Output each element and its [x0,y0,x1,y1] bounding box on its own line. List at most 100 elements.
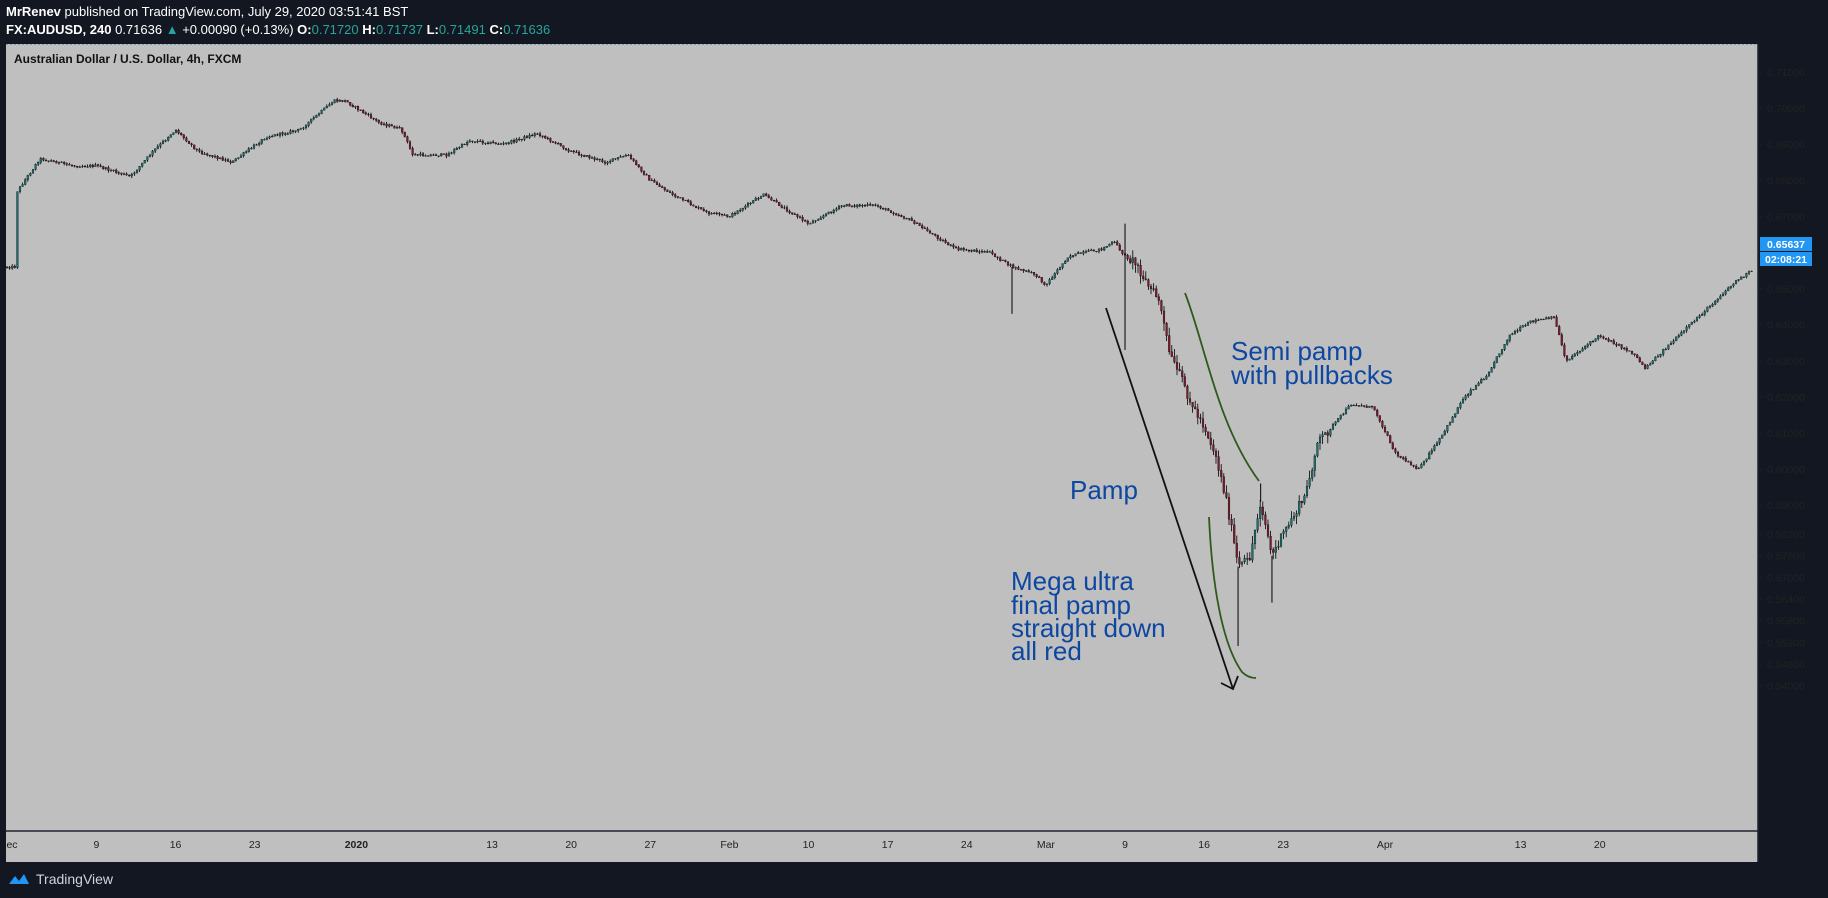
bear-candle [1214,450,1218,457]
bear-candle [1201,418,1205,428]
bear-candle [442,153,445,155]
x-tick-label: 16 [1198,839,1210,851]
bear-candle [934,234,937,236]
bull-candle [343,100,347,102]
bull-candle [141,162,144,167]
bear-candle [1194,406,1197,410]
bull-candle [1714,301,1717,305]
bear-candle [372,117,375,120]
bear-candle [1352,404,1355,407]
bull-candle [1347,405,1350,410]
bear-candle [671,192,674,195]
bear-candle [900,215,903,217]
bull-candle [325,106,328,109]
annotation-semi-pamp: Semi pamp with pullbacks [1230,336,1393,390]
bear-candle [1742,276,1745,278]
semi-pamp-curve[interactable] [1184,292,1260,482]
bull-candle [1048,279,1051,284]
bull-candle [1113,241,1116,243]
bull-candle [47,160,50,162]
bear-candle [614,158,617,160]
time-axis[interactable]: ec 9 16 23 2020 13 20 27 Feb 10 17 24 Mar 9 16 23 Apr 13 2… [6,839,1605,851]
bull-candle [11,265,14,269]
bull-candle [258,143,261,145]
bear-candle [229,161,232,163]
bear-candle [788,210,791,213]
bear-candle [195,148,198,150]
bear-candle [996,256,999,258]
annotation-line: straight down [1011,613,1166,643]
author-name[interactable]: MrRenev [6,4,61,19]
bull-candle [1656,356,1660,358]
bull-candle [143,160,146,164]
candlestick-chart[interactable]: Australian Dollar / U.S. Dollar, 4h, FXC… [0,44,1828,862]
bear-candle [1415,466,1418,469]
bear-candle [635,160,638,165]
bull-candle [1420,464,1423,469]
bear-candle [707,211,711,215]
bull-candle [310,118,313,123]
bull-candle [219,157,222,159]
bear-candle [536,133,539,135]
bear-candle [42,157,45,161]
bear-candle [185,137,188,142]
bear-candle [1615,343,1618,346]
bear-candle [785,207,789,212]
bull-candle [1727,287,1730,292]
bear-candle [5,266,9,268]
bear-candle [73,165,76,167]
bull-candle [135,169,139,173]
annotation-line: with pullbacks [1230,360,1393,390]
bull-candle [458,147,461,149]
price-axis[interactable]: 0.710000.700000.690000.680000.670000.660… [1758,67,1805,693]
bear-candle [1160,300,1163,312]
bear-candle [99,165,102,167]
bear-candle [1552,316,1556,318]
bull-candle [1287,525,1290,528]
y-tick-label: 0.70000 [1767,103,1805,115]
final-pamp-curve[interactable] [1208,516,1257,679]
bear-candle [653,179,656,183]
trend-arrow-line[interactable] [1105,307,1234,690]
bear-candle [954,246,958,248]
tradingview-brand[interactable]: TradingView [8,871,113,887]
x-tick-label: 20 [565,839,577,851]
x-tick-label: ec [6,839,17,851]
bear-candle [559,143,562,146]
bull-candle [1677,335,1680,338]
bear-candle [882,207,885,210]
bear-candle [991,251,994,255]
bear-candle [473,141,477,143]
bull-candle [523,136,526,140]
bull-candle [1669,343,1673,346]
bear-candle [1116,241,1119,246]
bear-candle [1038,276,1041,278]
y-tick-label: 0.57600 [1767,551,1805,563]
bear-candle [1035,274,1038,278]
bear-candle [902,216,906,219]
bull-candle [1654,356,1657,362]
x-tick-label: 27 [644,839,656,851]
bear-candle [975,249,978,253]
bear-candle [567,149,570,152]
bear-candle [593,157,596,160]
bull-candle [1337,418,1340,423]
bear-candle [999,257,1002,261]
bull-candle [146,156,149,161]
bull-candle [1672,340,1675,344]
bull-candle [476,141,479,143]
annotation-line: Semi pamp [1231,336,1363,366]
bear-candle [1630,351,1634,354]
bear-candle [1178,369,1181,372]
bear-candle [1638,357,1641,363]
bull-candle [1586,344,1589,347]
bull-candle [1467,393,1470,397]
bull-candle [1061,263,1064,268]
bull-candle [1331,424,1335,430]
bear-candle [666,189,669,192]
bull-candle [284,133,287,135]
bull-candle [453,149,456,153]
bull-candle [294,130,297,132]
bear-candle [1165,323,1168,336]
bull-candle [510,140,513,144]
